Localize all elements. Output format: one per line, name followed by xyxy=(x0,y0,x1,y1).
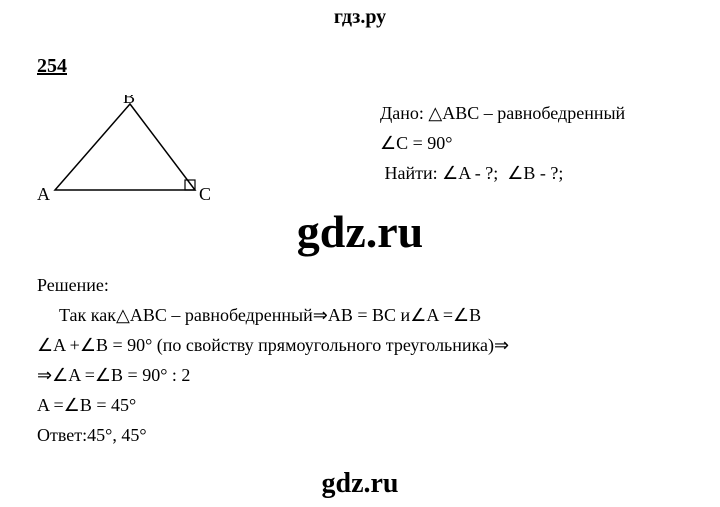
watermark-bottom: gdz.ru xyxy=(0,468,720,500)
angle-symbol: ∠ xyxy=(380,128,396,158)
angle-symbol: ∠ xyxy=(80,330,96,360)
solution-label: Решение: xyxy=(37,270,509,300)
angle-symbol: ∠ xyxy=(453,300,469,330)
sol1-c: AB = BC и xyxy=(328,300,410,330)
sol4-b: B = 45° xyxy=(80,390,136,420)
sol1-b: ABC – равнобедренный xyxy=(130,300,313,330)
given-label: Дано: xyxy=(380,98,424,128)
angle-symbol: ∠ xyxy=(507,158,523,188)
angle-symbol: ∠ xyxy=(410,300,426,330)
vertex-a-label: А xyxy=(37,184,50,204)
triangle-svg: А В С xyxy=(37,95,212,215)
sol3-b: A = xyxy=(68,360,95,390)
triangle-symbol: △ xyxy=(116,300,130,330)
given-triangle-text: ABC – равнобедренный xyxy=(442,98,625,128)
triangle-diagram: А В С xyxy=(37,95,212,220)
answer-value: 45°, 45° xyxy=(87,420,146,450)
given-block: Дано: △ ABC – равнобедренный ∠ C = 90° Н… xyxy=(380,98,625,188)
angle-symbol: ∠ xyxy=(52,360,68,390)
given-line-3: Найти: ∠ A - ?; ∠ B - ?; xyxy=(380,158,625,188)
solution-line-2: ∠ A + ∠ B = 90° (по свойству прямоугольн… xyxy=(37,330,509,360)
sol1-d: A = xyxy=(426,300,453,330)
solution-block: Решение: Так как △ ABC – равнобедренный … xyxy=(37,270,509,450)
solution-line-3: ⇒ ∠ A = ∠ B = 90° : 2 xyxy=(37,360,509,390)
sol1-a: Так как xyxy=(59,300,116,330)
sol4-a: A = xyxy=(37,390,64,420)
watermark-top: гдз.ру xyxy=(0,6,720,29)
given-line-2: ∠ C = 90° xyxy=(380,128,625,158)
sol1-e: B xyxy=(469,300,481,330)
triangle-symbol: △ xyxy=(428,98,442,128)
find-label: Найти: xyxy=(385,158,438,188)
angle-symbol: ∠ xyxy=(64,390,80,420)
implies-symbol: ⇒ xyxy=(313,300,328,330)
solution-line-1: Так как △ ABC – равнобедренный ⇒ AB = BC… xyxy=(59,300,509,330)
sol2-a: A + xyxy=(53,330,80,360)
angle-symbol: ∠ xyxy=(95,360,111,390)
problem-number: 254 xyxy=(37,55,67,78)
sol3-c: B = 90° : 2 xyxy=(111,360,190,390)
answer-label: Ответ: xyxy=(37,420,87,450)
given-line-1: Дано: △ ABC – равнобедренный xyxy=(380,98,625,128)
solution-line-4: A = ∠ B = 45° xyxy=(37,390,509,420)
find-b: B - ?; xyxy=(523,158,563,188)
angle-symbol: ∠ xyxy=(37,330,53,360)
watermark-center: gdz.ru xyxy=(0,205,720,258)
triangle-shape xyxy=(55,104,195,190)
angle-symbol: ∠ xyxy=(442,158,458,188)
vertex-c-label: С xyxy=(199,184,211,204)
find-a: A - ?; xyxy=(458,158,498,188)
angle-c-text: C = 90° xyxy=(396,128,452,158)
vertex-b-label: В xyxy=(123,95,135,107)
solution-answer: Ответ: 45°, 45° xyxy=(37,420,509,450)
implies-symbol: ⇒ xyxy=(494,330,509,360)
sol2-b: B = 90° (по свойству прямоугольного треу… xyxy=(96,330,494,360)
implies-symbol: ⇒ xyxy=(37,360,52,390)
